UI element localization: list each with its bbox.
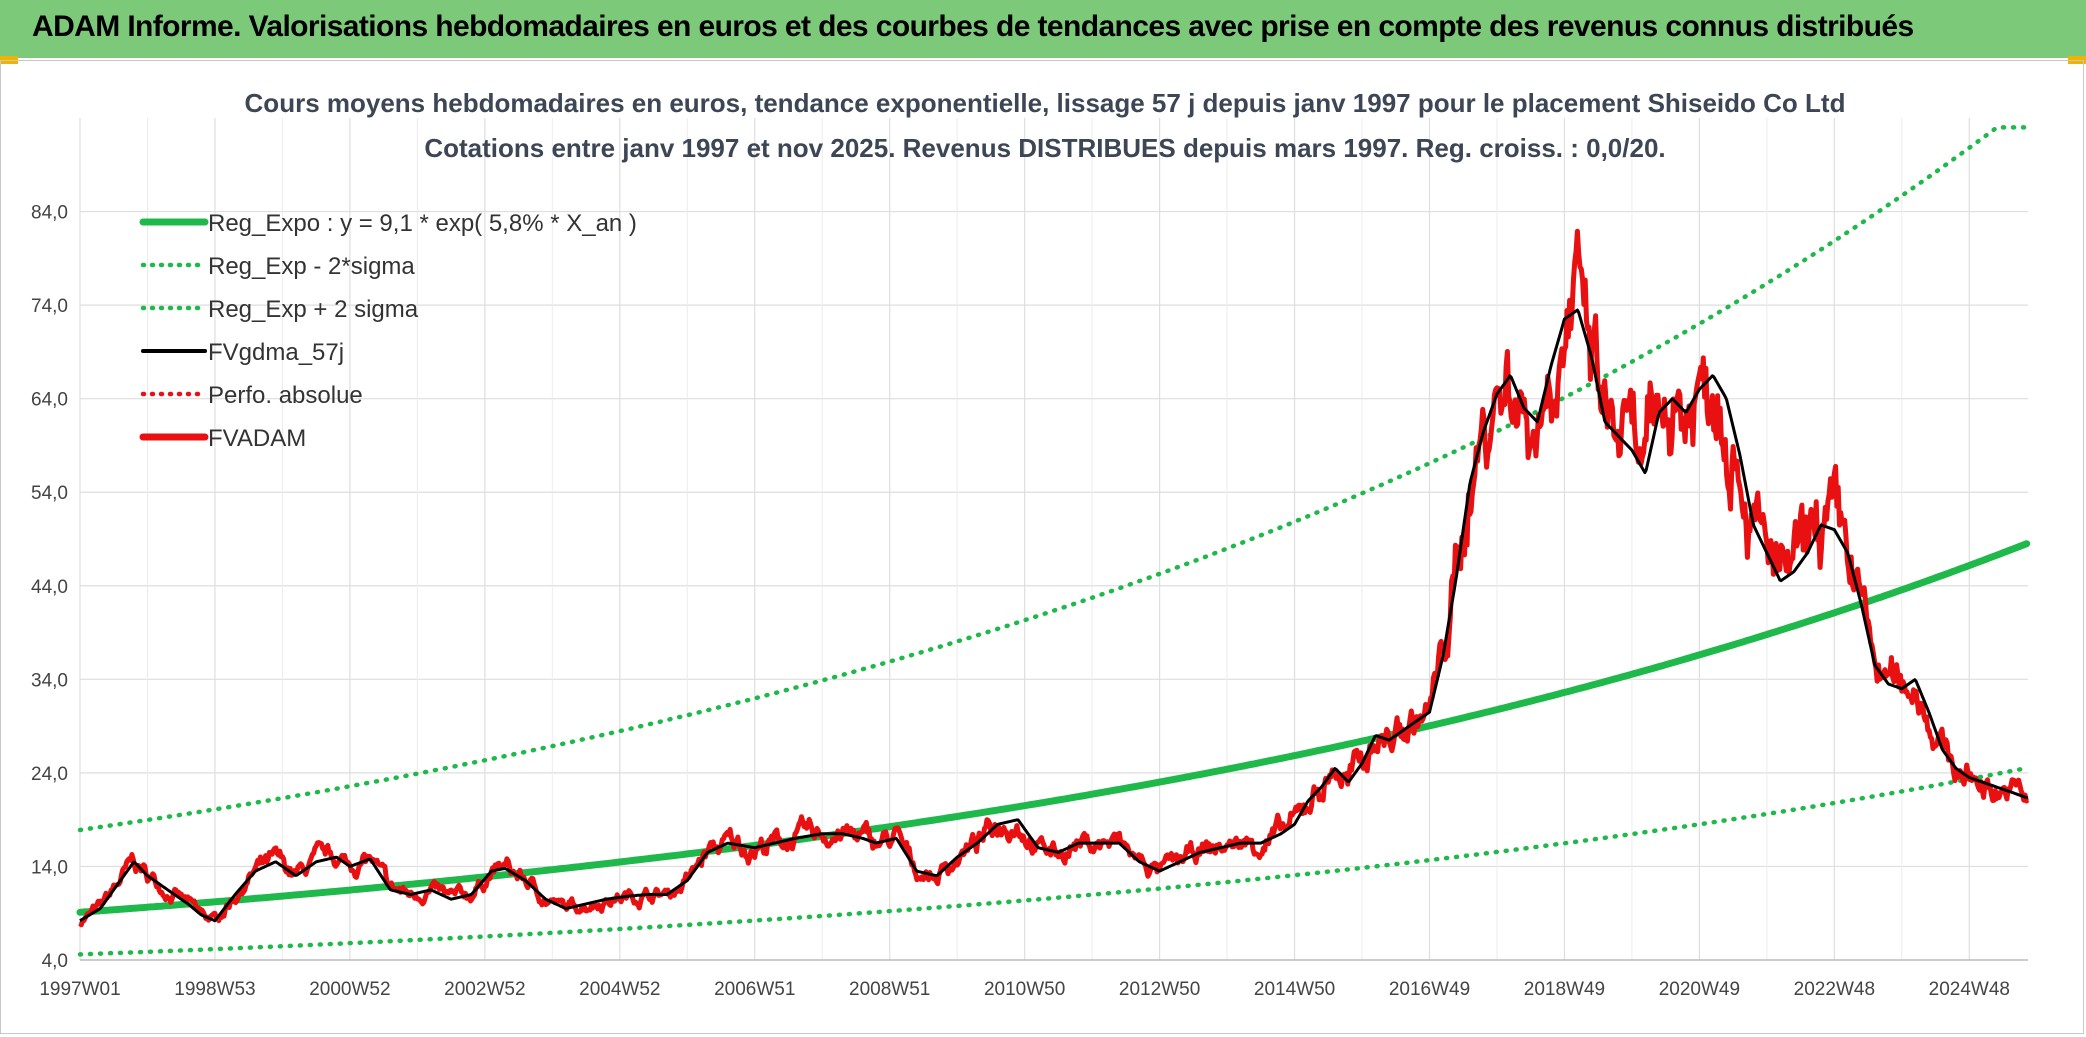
x-tick-label: 2016W49 xyxy=(1389,979,1470,1000)
y-tick-label: 14,0 xyxy=(31,857,68,878)
x-tick-label: 2012W50 xyxy=(1119,979,1200,1000)
fvgdma-line xyxy=(79,308,2029,923)
report-banner: ADAM Informe. Valorisations hebdomadaire… xyxy=(0,0,2086,64)
x-axis-ticks: 1997W01 1998W53 2000W52 2002W52 2004W52 2006W… xyxy=(39,979,2010,1000)
x-tick-label: 2018W49 xyxy=(1524,979,1605,1000)
x-tick-label: 2000W52 xyxy=(309,979,390,1000)
y-tick-label: 54,0 xyxy=(31,483,68,504)
chart-area-border xyxy=(0,60,2084,1034)
grid xyxy=(79,118,2028,961)
y-tick-label: 84,0 xyxy=(31,203,68,224)
x-tick-label: 2024W48 xyxy=(1929,979,2010,1000)
series xyxy=(76,125,2031,957)
chart-title: Cours moyens hebdomadaires en euros, ten… xyxy=(245,88,1846,118)
reg-expo-line xyxy=(76,540,2031,916)
legend-entry: Reg_Expo : y = 9,1 * exp( 5,8% * X_an ) xyxy=(208,210,637,237)
reg-lower-line xyxy=(77,765,2029,957)
x-tick-label: 2004W52 xyxy=(579,979,660,1000)
x-tick-label: 2020W49 xyxy=(1659,979,1740,1000)
x-tick-label: 2010W50 xyxy=(984,979,1065,1000)
y-tick-label: 74,0 xyxy=(31,296,68,317)
x-tick-label: 2008W51 xyxy=(849,979,930,1000)
y-tick-label: 44,0 xyxy=(31,577,68,598)
legend-entry: Reg_Exp + 2 sigma xyxy=(208,296,419,323)
x-tick-label: 2002W52 xyxy=(444,979,525,1000)
x-tick-label: 2022W48 xyxy=(1794,979,1875,1000)
y-tick-label: 34,0 xyxy=(31,670,68,691)
legend-entry: Perfo. absolue xyxy=(208,382,363,409)
legend-entry: Reg_Exp - 2*sigma xyxy=(208,253,415,280)
report-title: ADAM Informe. Valorisations hebdomadaire… xyxy=(32,10,1914,43)
x-tick-label: 1998W53 xyxy=(174,979,255,1000)
y-axis-ticks: 4,0 14,0 24,0 34,0 44,0 54,0 64,0 74,0 84,0 xyxy=(31,203,68,972)
reg-upper-line xyxy=(77,125,2029,833)
x-tick-label: 2006W51 xyxy=(714,979,795,1000)
legend: Reg_Expo : y = 9,1 * exp( 5,8% * X_an ) R… xyxy=(139,210,637,452)
x-tick-label: 2014W50 xyxy=(1254,979,1335,1000)
y-tick-label: 64,0 xyxy=(31,390,68,411)
legend-entry: FVgdma_57j xyxy=(208,339,344,366)
fvadam-line xyxy=(78,228,2030,928)
chart-subtitle: Cotations entre janv 1997 et nov 2025. R… xyxy=(424,133,1665,163)
y-tick-label: 24,0 xyxy=(31,764,68,785)
x-tick-label: 1997W01 xyxy=(39,979,120,1000)
y-tick-label: 4,0 xyxy=(42,951,68,972)
legend-entry: FVADAM xyxy=(208,425,306,452)
